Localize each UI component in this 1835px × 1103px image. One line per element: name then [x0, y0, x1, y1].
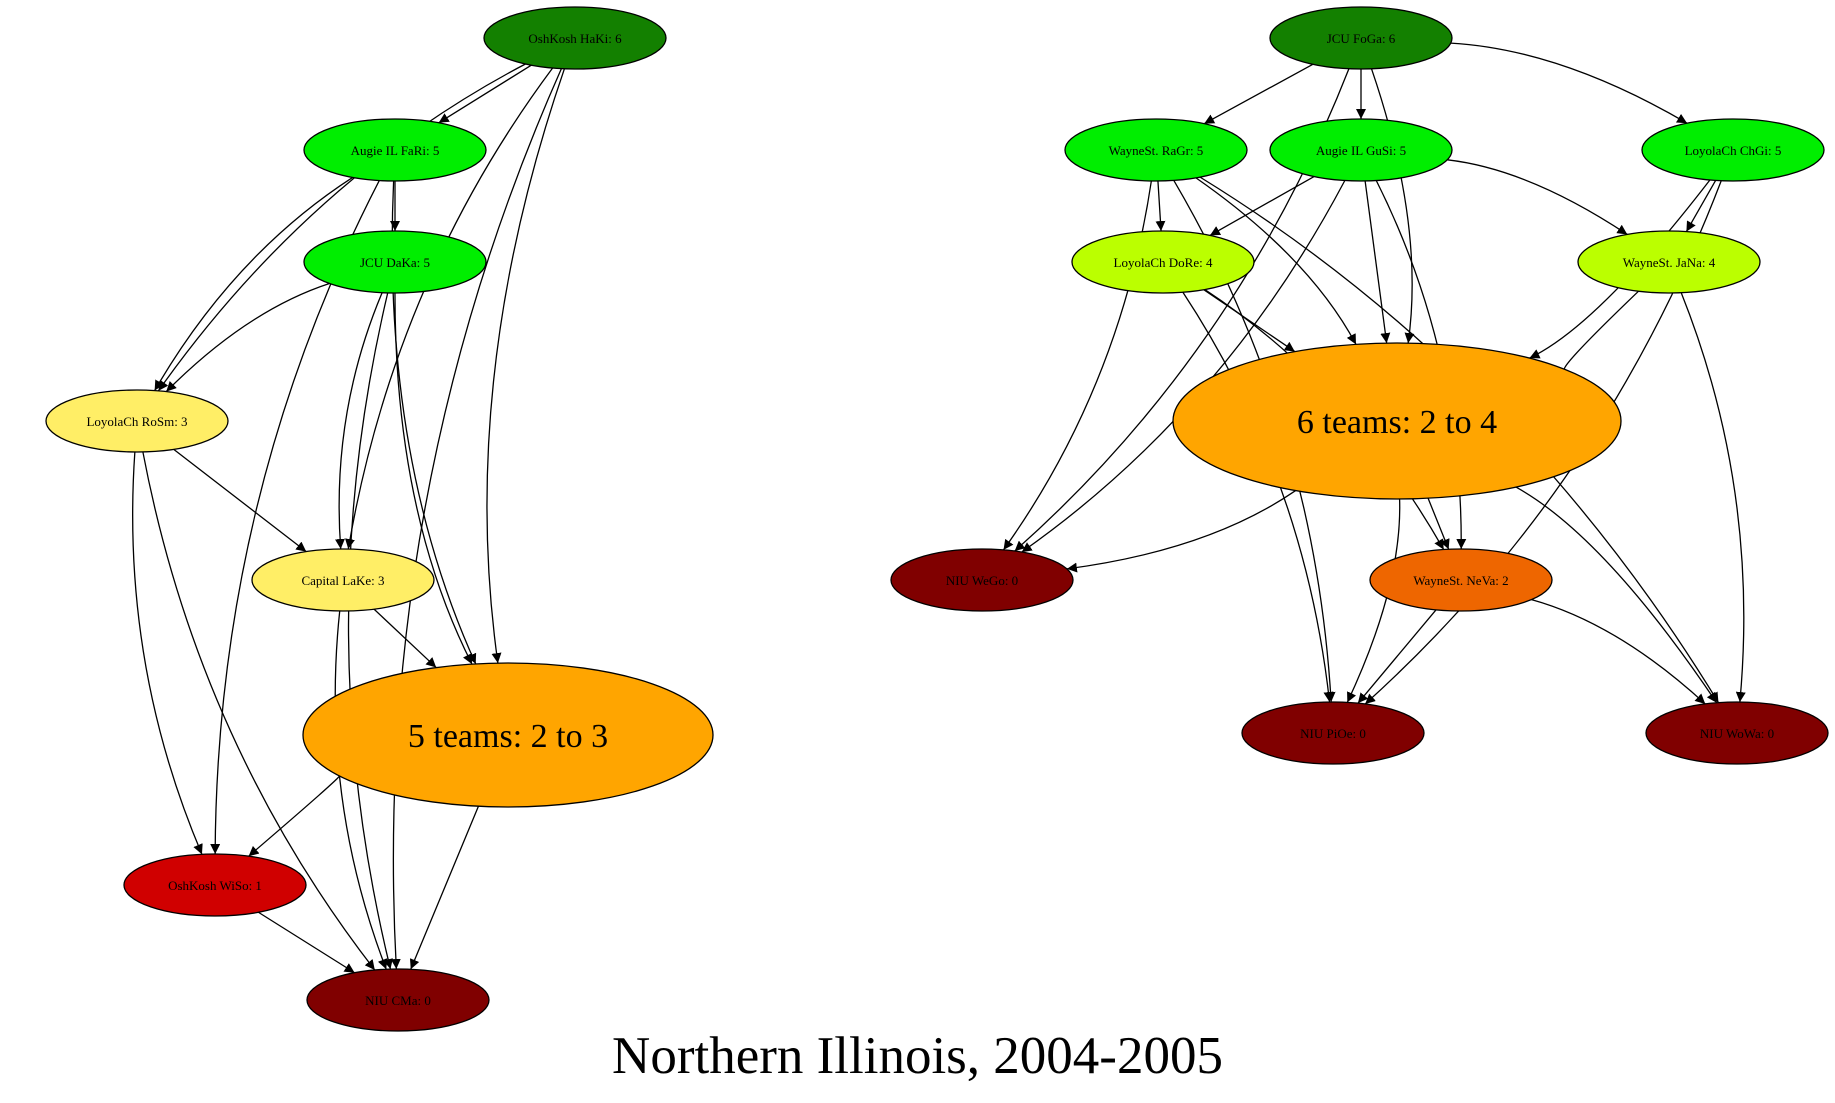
- team-node-shape: [1641, 118, 1825, 182]
- team-node: LoyolaCh DoRe: 4: [1071, 230, 1255, 294]
- edge-l_daka-to-l_rosm: [165, 282, 330, 393]
- team-node: NIU WeGo: 0: [890, 548, 1074, 612]
- edge-r_jana-to-r_wowa: [1680, 292, 1746, 703]
- team-node-shape: [1064, 118, 1248, 182]
- graph-title: Northern Illinois, 2004-2005: [612, 1027, 1223, 1085]
- team-node-label: WayneSt. RaGr: 5: [1109, 143, 1204, 158]
- edge-l_haki-to-l_cma: [390, 68, 562, 970]
- team-node: NIU WoWa: 0: [1645, 701, 1829, 765]
- team-node: JCU DaKa: 5: [303, 230, 487, 294]
- edge-l_sum-to-l_cma: [409, 805, 480, 970]
- edge-l_daka-to-l_cma: [347, 292, 393, 970]
- edge-l_rosm-to-l_wiso: [132, 451, 203, 855]
- edge-l_haki-to-l_fari: [438, 64, 532, 124]
- edge-r_ragr-to-r_sum: [1195, 177, 1357, 345]
- team-node: OshKosh WiSo: 1: [123, 853, 307, 917]
- team-node: NIU PiOe: 0: [1241, 701, 1425, 765]
- edge-l_fari-to-l_rosm: [154, 176, 353, 391]
- team-node-shape: [1241, 701, 1425, 765]
- edges-layer: [132, 42, 1746, 974]
- team-node-label: NIU WoWa: 0: [1700, 726, 1774, 741]
- team-node-shape: [251, 548, 435, 612]
- team-node-shape: [1269, 118, 1453, 182]
- team-node-label: JCU DaKa: 5: [360, 255, 430, 270]
- team-node-shape: [1071, 230, 1255, 294]
- team-node-label: LoyolaCh DoRe: 4: [1114, 255, 1213, 270]
- team-node-label: JCU FoGa: 6: [1327, 31, 1396, 46]
- edge-r_ragr-to-r_dore: [1155, 180, 1166, 232]
- team-node: OshKosh HaKi: 6: [483, 6, 667, 70]
- team-node-label: OshKosh WiSo: 1: [168, 878, 262, 893]
- edge-l_rosm-to-l_cma: [142, 451, 376, 971]
- team-node-label: Augie IL FaRi: 5: [351, 143, 440, 158]
- team-node: LoyolaCh ChGi: 5: [1641, 118, 1825, 182]
- team-node: Capital LaKe: 3: [251, 548, 435, 612]
- team-node-shape: [1577, 230, 1761, 294]
- team-node: NIU CMa: 0: [306, 968, 490, 1032]
- team-node-shape: [890, 548, 1074, 612]
- edge-l_daka-to-l_lake: [335, 292, 383, 550]
- summary-node: 5 teams: 2 to 3: [302, 662, 714, 808]
- edge-r_foga-to-r_chgi: [1450, 42, 1688, 124]
- edge-r_sum-to-r_neva: [1427, 498, 1450, 550]
- team-node: WayneSt. NeVa: 2: [1369, 548, 1553, 612]
- edge-r_neva-to-r_pioe: [1357, 609, 1437, 704]
- summary-node-shape: [1172, 342, 1622, 500]
- edge-r_chgi-to-r_sum: [1529, 179, 1711, 359]
- team-node-shape: [123, 853, 307, 917]
- edge-l_wiso-to-l_cma: [258, 911, 355, 974]
- edge-r_gusi-to-r_sum: [1364, 180, 1391, 344]
- edge-r_chgi-to-r_jana: [1685, 180, 1717, 232]
- edge-r_neva-to-r_wowa: [1531, 598, 1706, 705]
- team-node: Augie IL GuSi: 5: [1269, 118, 1453, 182]
- team-node-label: NIU CMa: 0: [365, 993, 431, 1008]
- edge-l_rosm-to-l_lake: [173, 448, 307, 553]
- team-node: Augie IL FaRi: 5: [303, 118, 487, 182]
- edge-r_dore-to-r_sum: [1203, 289, 1296, 353]
- edge-r_gusi-to-r_dore: [1209, 175, 1315, 237]
- edge-r_foga-to-r_sum: [1370, 68, 1415, 344]
- summary-node: 6 teams: 2 to 4: [1172, 342, 1622, 500]
- team-node: WayneSt. JaNa: 4: [1577, 230, 1761, 294]
- team-node-shape: [306, 968, 490, 1032]
- team-node: WayneSt. RaGr: 5: [1064, 118, 1248, 182]
- edge-l_sum-to-l_wiso: [248, 775, 340, 857]
- edge-r_sum-to-r_wego: [1066, 490, 1297, 573]
- team-node-label: NIU WeGo: 0: [946, 573, 1018, 588]
- edge-r_foga-to-r_ragr: [1203, 63, 1314, 125]
- team-node-label: WayneSt. JaNa: 4: [1623, 255, 1716, 270]
- edge-l_lake-to-l_cma: [334, 610, 388, 970]
- team-node: LoyolaCh RoSm: 3: [45, 389, 229, 453]
- summary-node-shape: [302, 662, 714, 808]
- edge-l_haki-to-l_lake: [345, 67, 554, 550]
- team-node-label: Capital LaKe: 3: [301, 573, 384, 588]
- team-node-shape: [483, 6, 667, 70]
- team-node-label: Augie IL GuSi: 5: [1316, 143, 1406, 158]
- team-node-shape: [1645, 701, 1829, 765]
- edge-l_daka-to-l_sum: [394, 292, 473, 665]
- edge-r_gusi-to-r_jana: [1447, 159, 1628, 235]
- team-node-label: NIU PiOe: 0: [1300, 726, 1366, 741]
- team-node-shape: [45, 389, 229, 453]
- edge-l_haki-to-l_rosm: [157, 63, 526, 392]
- team-node-shape: [1369, 548, 1553, 612]
- team-node-shape: [303, 230, 487, 294]
- team-node-shape: [303, 118, 487, 182]
- nodes-layer: OshKosh HaKi: 6 Augie IL FaRi: 5 JCU DaKa:…: [45, 6, 1829, 1032]
- team-node: JCU FoGa: 6: [1269, 6, 1453, 70]
- team-node-label: LoyolaCh RoSm: 3: [86, 414, 187, 429]
- edge-r_jana-to-r_sum: [1555, 290, 1639, 378]
- summary-node-label: 5 teams: 2 to 3: [408, 718, 608, 755]
- edge-l_haki-to-l_sum: [486, 68, 566, 664]
- edge-l_lake-to-l_sum: [373, 608, 437, 669]
- team-node-label: OshKosh HaKi: 6: [528, 31, 622, 46]
- team-node-label: LoyolaCh ChGi: 5: [1685, 143, 1782, 158]
- team-node-label: WayneSt. NeVa: 2: [1413, 573, 1508, 588]
- edge-r_sum-to-r_wowa: [1515, 486, 1718, 704]
- team-node-shape: [1269, 6, 1453, 70]
- summary-node-label: 6 teams: 2 to 4: [1297, 404, 1497, 441]
